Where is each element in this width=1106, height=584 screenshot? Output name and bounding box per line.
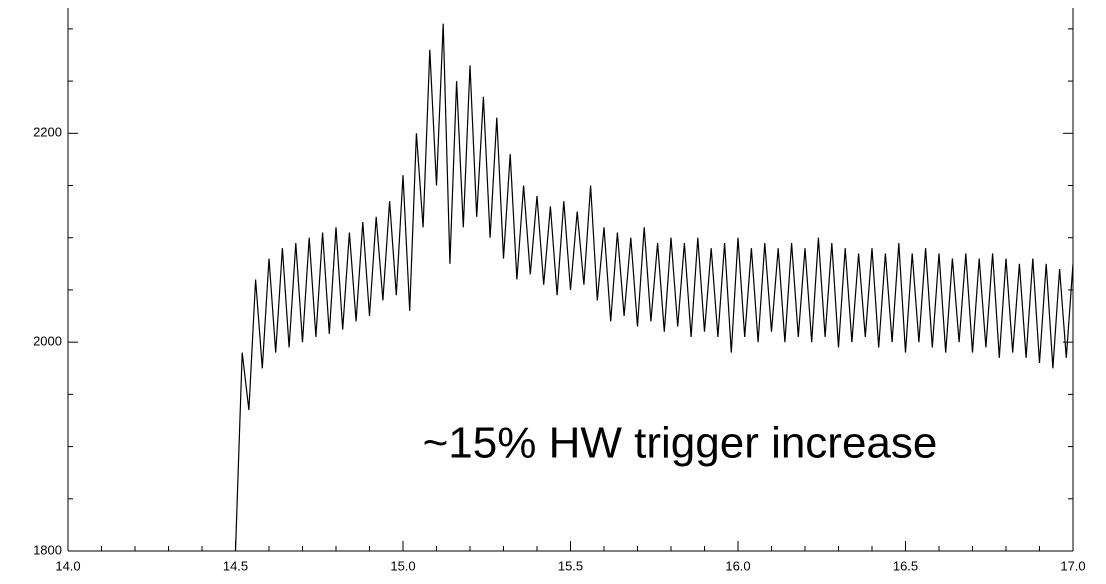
x-tick-label: 14.5 (223, 558, 248, 573)
y-tick-label: 2000 (33, 334, 62, 349)
x-tick-label: 16.0 (725, 558, 750, 573)
x-tick-label: 14.0 (55, 558, 80, 573)
x-tick-label: 15.0 (390, 558, 415, 573)
x-tick-label: 17.0 (1060, 558, 1085, 573)
y-tick-label: 1800 (33, 542, 62, 557)
x-tick-label: 16.5 (893, 558, 918, 573)
annotation: ~15% HW trigger increase (423, 419, 938, 468)
data-line (234, 23, 1074, 552)
y-tick-label: 2200 (33, 125, 62, 140)
x-tick-label: 15.5 (558, 558, 583, 573)
